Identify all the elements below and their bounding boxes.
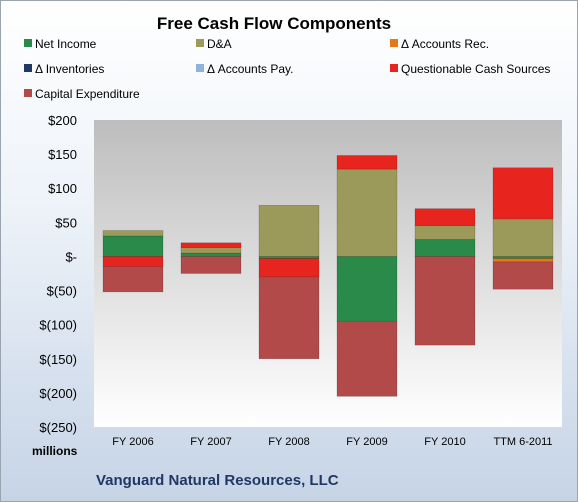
legend-label-d-a: D&A [207,37,232,51]
legend-label-accounts-pay: Δ Accounts Pay. [207,62,294,76]
bar-capital-expenditure [492,261,554,290]
unit-label: millions [32,444,78,458]
bar-questionable-cash-sources [102,256,164,267]
x-tick-label: FY 2006 [112,436,153,448]
legend-label-accounts-rec: Δ Accounts Rec. [401,37,489,51]
x-tick-label: FY 2008 [268,436,309,448]
legend-label-capital-expenditure: Capital Expenditure [35,87,140,101]
legend-label-net-income: Net Income [35,37,97,51]
legend-swatch-inventories [24,64,32,72]
bar-net-income [336,256,398,322]
legend-label-questionable-cash-sources: Questionable Cash Sources [401,62,550,76]
x-axis: FY 2006 FY 2007 FY 2008 FY 2009 FY 2010 TTM 6… [112,436,552,448]
bar-questionable-cash-sources [492,167,554,220]
bar-net-income [414,239,476,257]
bar-capital-expenditure [414,256,476,346]
bar-d-a [414,225,476,240]
y-tick-label: $(150) [39,352,77,367]
legend-swatch-accounts-rec [390,39,398,47]
bar-d-a [258,204,320,257]
bar-capital-expenditure [258,276,320,360]
legend: Net Income D&A Δ Accounts Rec. Δ Inventorie… [24,37,550,101]
legend-label-inventories: Δ Inventories [35,62,104,76]
bar-d-a [180,247,242,254]
legend-swatch-capital-expenditure [24,89,32,97]
bars [102,155,554,397]
y-tick-label: $100 [48,181,77,196]
legend-swatch-net-income [24,39,32,47]
bar-d-a [102,230,164,237]
chart-title: Free Cash Flow Components [157,14,391,33]
x-tick-label: TTM 6-2011 [493,436,552,448]
y-tick-label: $(50) [47,284,77,299]
bar-capital-expenditure [180,256,242,274]
plot-area [94,120,562,427]
legend-swatch-accounts-pay [196,64,204,72]
y-tick-label: $(250) [39,420,77,435]
y-tick-label: $150 [48,147,77,162]
y-tick-label: $50 [55,215,77,230]
bar-questionable-cash-sources [258,258,320,278]
bar-net-income [492,256,554,259]
bar-questionable-cash-sources [180,242,242,248]
bar-questionable-cash-sources [336,155,398,170]
x-tick-label: FY 2007 [190,436,231,448]
legend-swatch-d-a [196,39,204,47]
bar-net-income [102,235,164,257]
y-tick-label: $200 [48,113,77,128]
bar-accounts-rec [492,258,554,263]
bar-questionable-cash-sources [414,208,476,227]
x-tick-label: FY 2009 [346,436,387,448]
bar-d-a [492,218,554,257]
y-axis: $(250) $(200) $(150) $(100) $(50) $- $50 $100 $1… [39,113,77,435]
bar-capital-expenditure [102,266,164,293]
bar-net-income [180,252,242,257]
legend-swatch-questionable-cash-sources [390,64,398,72]
y-tick-label: $- [65,249,77,264]
bar-d-a [336,168,398,257]
y-tick-label: $(200) [39,386,77,401]
bar-capital-expenditure [336,320,398,397]
bar-net-income [258,256,320,259]
x-tick-label: FY 2010 [424,436,465,448]
y-tick-label: $(100) [39,318,77,333]
company-name: Vanguard Natural Resources, LLC [96,472,339,489]
